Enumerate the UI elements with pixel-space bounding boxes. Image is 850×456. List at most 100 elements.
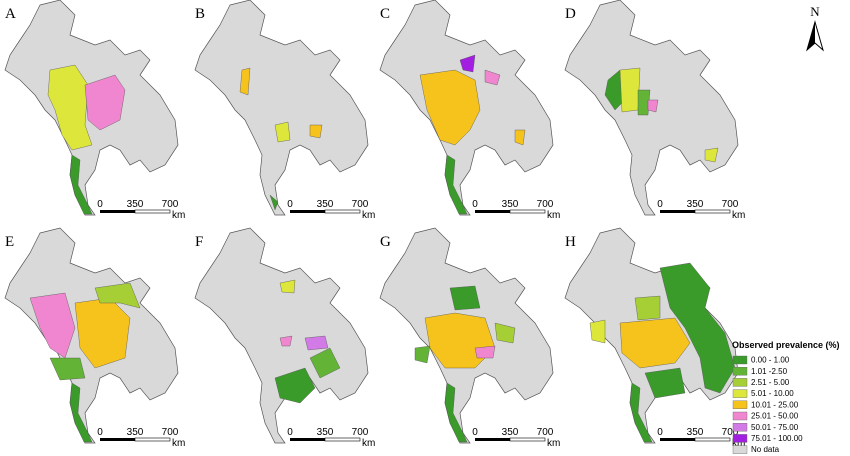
prevalence-region	[279, 335, 293, 347]
prevalence-region	[309, 347, 341, 379]
scale-tick-label: 700	[162, 427, 179, 438]
prevalence-region	[494, 322, 516, 344]
scale-tick-label: 0	[97, 199, 103, 210]
legend-swatch	[732, 411, 748, 421]
prevalence-region	[637, 89, 651, 116]
legend-label: 1.01 -2.50	[751, 367, 788, 376]
scale-tick-label: 350	[127, 199, 144, 210]
north-label: N	[810, 4, 820, 19]
panel-label: A	[5, 6, 16, 22]
legend-label: 50.01 - 75.00	[751, 423, 799, 432]
scale-bar-black	[290, 210, 325, 213]
legend-swatch	[732, 378, 748, 387]
prevalence-region	[589, 319, 606, 344]
prevalence-region	[309, 124, 323, 139]
prevalence-region	[647, 99, 659, 113]
scale-tick-label: 700	[722, 427, 739, 438]
legend-label: 0.00 - 1.00	[751, 356, 790, 365]
scale-bar-black	[100, 210, 135, 213]
scale-bar-black	[660, 438, 695, 441]
country-outline	[194, 227, 369, 444]
scale-bar-white	[694, 437, 731, 442]
legend-swatch	[732, 445, 748, 454]
scale-unit: km	[547, 210, 560, 221]
north-arrow: N	[806, 4, 824, 52]
scale-bar-white	[694, 209, 731, 214]
country-outline	[194, 0, 369, 216]
scale-tick-label: 350	[502, 199, 519, 210]
legend-swatch	[732, 423, 748, 432]
prevalence-region	[449, 285, 481, 311]
scale-unit: km	[732, 210, 745, 221]
legend-swatch	[732, 367, 748, 376]
scale-bar-black	[290, 438, 325, 441]
legend-swatch	[732, 355, 748, 365]
prevalence-region	[304, 335, 329, 351]
scale-tick-label: 350	[502, 427, 519, 438]
scale-tick-label: 0	[472, 199, 478, 210]
prevalence-region	[269, 194, 279, 211]
legend-label: 75.01 - 100.00	[751, 434, 803, 443]
prevalence-region	[69, 382, 93, 443]
panel-label: G	[380, 234, 391, 250]
scale-bar-white	[324, 437, 361, 442]
legend-label: No data	[751, 445, 780, 454]
legend-title: Observed prevalence (%)	[732, 340, 840, 350]
prevalence-region	[444, 382, 468, 443]
prevalence-region	[94, 282, 141, 309]
scale-bar-white	[134, 437, 171, 442]
legend-swatch	[732, 434, 748, 443]
panel-label: D	[565, 6, 576, 22]
scale-unit: km	[362, 210, 375, 221]
legend-swatch	[732, 400, 748, 409]
arrow-half	[807, 22, 815, 50]
prevalence-region	[619, 317, 691, 369]
prevalence-region	[629, 382, 653, 443]
scale-tick-label: 350	[317, 427, 334, 438]
prevalence-region	[459, 54, 476, 73]
scale-unit: km	[172, 438, 185, 449]
prevalence-region	[634, 295, 661, 321]
scale-tick-label: 700	[352, 427, 369, 438]
scale-tick-label: 350	[687, 427, 704, 438]
scale-tick-label: 0	[287, 427, 293, 438]
scale-unit: km	[362, 438, 375, 449]
scale-tick-label: 700	[352, 199, 369, 210]
prevalence-region	[69, 154, 93, 215]
scale-tick-label: 0	[657, 427, 663, 438]
scale-tick-label: 0	[472, 427, 478, 438]
scale-unit: km	[172, 210, 185, 221]
prevalence-region	[274, 367, 316, 404]
legend-swatch	[732, 389, 748, 398]
scale-unit: km	[732, 438, 745, 449]
prevalence-region	[279, 279, 296, 294]
scale-tick-label: 0	[657, 199, 663, 210]
prevalence-region	[444, 154, 468, 215]
scale-tick-label: 700	[537, 427, 554, 438]
legend-label: 10.01 - 25.00	[751, 400, 799, 409]
prevalence-region	[49, 357, 86, 381]
panel-label: B	[195, 6, 205, 22]
legend: Observed prevalence (%) 0.00 - 1.00 1.01 -…	[732, 340, 840, 454]
scale-tick-label: 0	[287, 199, 293, 210]
scale-bar-black	[100, 438, 135, 441]
prevalence-region	[514, 129, 526, 146]
panel-label: F	[195, 234, 203, 250]
prevalence-region	[274, 121, 291, 143]
scale-bar-black	[660, 210, 695, 213]
scale-tick-label: 350	[317, 199, 334, 210]
scale-tick-label: 700	[162, 199, 179, 210]
